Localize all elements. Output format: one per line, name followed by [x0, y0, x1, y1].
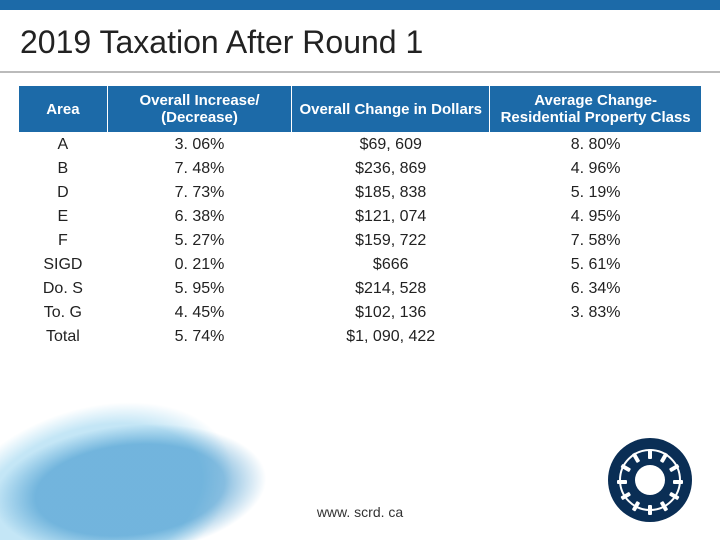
cell-average: 7. 58%	[490, 229, 702, 253]
cell-average: 4. 95%	[490, 205, 702, 229]
logo-ray-icon	[669, 464, 680, 472]
cell-average: 6. 34%	[490, 277, 702, 301]
logo-ray-icon	[669, 492, 680, 500]
cell-dollars: $185, 838	[292, 181, 490, 205]
logo-ring	[619, 449, 681, 511]
cell-average	[490, 325, 702, 349]
cell-increase: 4. 45%	[107, 301, 291, 325]
table-row: Total 5. 74% $1, 090, 422	[19, 325, 702, 349]
logo-ray-icon	[617, 480, 627, 484]
cell-increase: 6. 38%	[107, 205, 291, 229]
cell-average: 4. 96%	[490, 157, 702, 181]
cell-increase: 3. 06%	[107, 133, 291, 158]
cell-area: E	[19, 205, 108, 229]
logo-ray-icon	[673, 480, 683, 484]
cell-area: B	[19, 157, 108, 181]
table-row: B 7. 48% $236, 869 4. 96%	[19, 157, 702, 181]
cell-area: D	[19, 181, 108, 205]
cell-area: To. G	[19, 301, 108, 325]
cell-dollars: $121, 074	[292, 205, 490, 229]
cell-increase: 7. 48%	[107, 157, 291, 181]
cell-average: 3. 83%	[490, 301, 702, 325]
col-header-average: Average Change- Residential Property Cla…	[490, 86, 702, 133]
cell-dollars: $102, 136	[292, 301, 490, 325]
logo-ray-icon	[620, 492, 631, 500]
logo-ray-icon	[660, 452, 668, 463]
cell-increase: 7. 73%	[107, 181, 291, 205]
logo-ray-icon	[648, 505, 652, 515]
accent-top-bar	[0, 0, 720, 10]
table-body: A 3. 06% $69, 609 8. 80% B 7. 48% $236, …	[19, 133, 702, 350]
col-header-dollars: Overall Change in Dollars	[292, 86, 490, 133]
taxation-table-container: Area Overall Increase/ (Decrease) Overal…	[0, 85, 720, 349]
table-row: A 3. 06% $69, 609 8. 80%	[19, 133, 702, 158]
cell-increase: 5. 95%	[107, 277, 291, 301]
logo-ray-icon	[632, 501, 640, 512]
cell-average: 8. 80%	[490, 133, 702, 158]
logo-ray-icon	[632, 452, 640, 463]
cell-area: F	[19, 229, 108, 253]
col-header-increase: Overall Increase/ (Decrease)	[107, 86, 291, 133]
cell-increase: 5. 27%	[107, 229, 291, 253]
cell-increase: 0. 21%	[107, 253, 291, 277]
cell-dollars: $236, 869	[292, 157, 490, 181]
page-title: 2019 Taxation After Round 1	[0, 10, 720, 73]
cell-area: A	[19, 133, 108, 158]
footer-url: www. scrd. ca	[0, 504, 720, 520]
logo-ray-icon	[660, 501, 668, 512]
logo-sun-icon	[635, 465, 665, 495]
table-row: E 6. 38% $121, 074 4. 95%	[19, 205, 702, 229]
table-header-row: Area Overall Increase/ (Decrease) Overal…	[19, 86, 702, 133]
cell-average: 5. 61%	[490, 253, 702, 277]
cell-area: Total	[19, 325, 108, 349]
cell-dollars: $159, 722	[292, 229, 490, 253]
table-row: Do. S 5. 95% $214, 528 6. 34%	[19, 277, 702, 301]
table-row: D 7. 73% $185, 838 5. 19%	[19, 181, 702, 205]
cell-dollars: $666	[292, 253, 490, 277]
cell-average: 5. 19%	[490, 181, 702, 205]
cell-dollars: $1, 090, 422	[292, 325, 490, 349]
cell-dollars: $69, 609	[292, 133, 490, 158]
taxation-table: Area Overall Increase/ (Decrease) Overal…	[18, 85, 702, 349]
logo-ray-icon	[648, 449, 652, 459]
table-row: To. G 4. 45% $102, 136 3. 83%	[19, 301, 702, 325]
logo-ray-icon	[620, 464, 631, 472]
cell-increase: 5. 74%	[107, 325, 291, 349]
col-header-area: Area	[19, 86, 108, 133]
cell-dollars: $214, 528	[292, 277, 490, 301]
cell-area: Do. S	[19, 277, 108, 301]
cell-area: SIGD	[19, 253, 108, 277]
scrd-logo	[608, 438, 692, 522]
table-row: SIGD 0. 21% $666 5. 61%	[19, 253, 702, 277]
table-row: F 5. 27% $159, 722 7. 58%	[19, 229, 702, 253]
